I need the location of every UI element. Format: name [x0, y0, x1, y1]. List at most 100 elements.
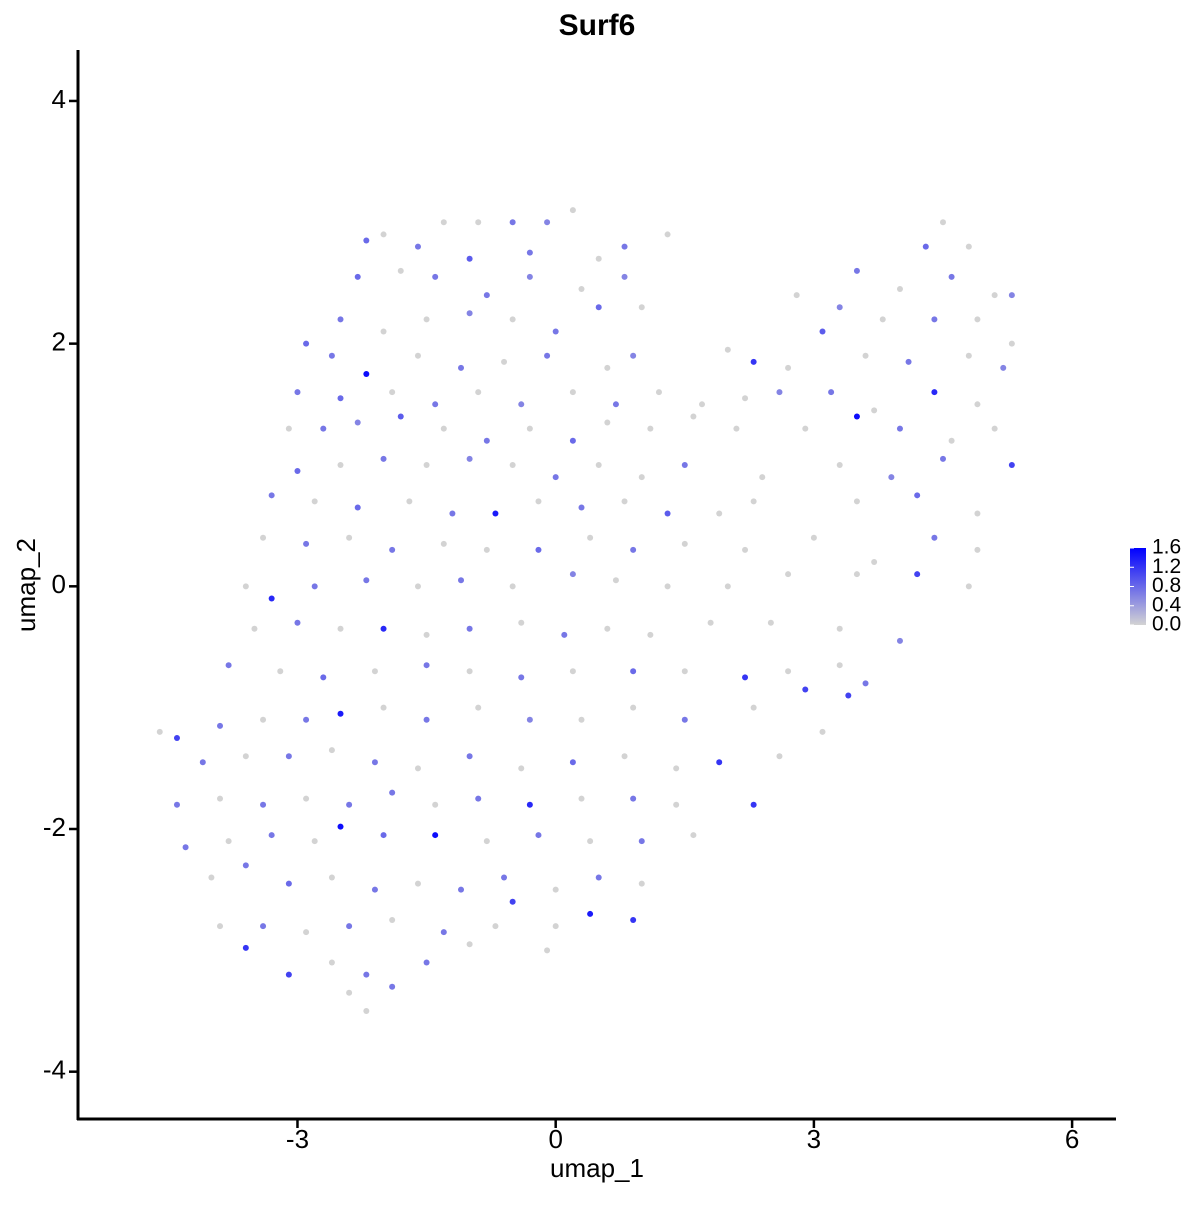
- point: [242, 583, 249, 590]
- point: [389, 389, 396, 396]
- point: [587, 534, 594, 541]
- point: [466, 455, 473, 462]
- point: [922, 243, 929, 250]
- point: [664, 583, 671, 590]
- point: [423, 631, 430, 638]
- point: [492, 923, 499, 930]
- point: [569, 207, 576, 214]
- point: [328, 747, 335, 754]
- point: [217, 722, 224, 729]
- point: [879, 316, 886, 323]
- point: [242, 753, 249, 760]
- point: [363, 370, 370, 377]
- point: [466, 255, 473, 262]
- point: [285, 880, 292, 887]
- point: [793, 292, 800, 299]
- point: [475, 389, 482, 396]
- point: [552, 328, 559, 335]
- point: [690, 832, 697, 839]
- point: [742, 395, 749, 402]
- point: [328, 874, 335, 881]
- point: [871, 407, 878, 414]
- point: [509, 316, 516, 323]
- point: [346, 989, 353, 996]
- point: [638, 880, 645, 887]
- point: [595, 461, 602, 468]
- point: [862, 352, 869, 359]
- point: [449, 510, 456, 517]
- point: [673, 765, 680, 772]
- point: [208, 874, 215, 881]
- point: [363, 1008, 370, 1015]
- point: [1008, 340, 1015, 347]
- point: [277, 668, 284, 675]
- point: [733, 425, 740, 432]
- point: [380, 832, 387, 839]
- point: [914, 571, 921, 578]
- point: [311, 583, 318, 590]
- point: [569, 437, 576, 444]
- point: [337, 710, 344, 717]
- point: [569, 571, 576, 578]
- point: [569, 389, 576, 396]
- point: [647, 425, 654, 432]
- point: [785, 571, 792, 578]
- chart-title: Surf6: [559, 9, 636, 42]
- point: [673, 801, 680, 808]
- point: [750, 704, 757, 711]
- point: [759, 474, 766, 481]
- point: [423, 959, 430, 966]
- point: [466, 625, 473, 632]
- point: [802, 686, 809, 693]
- point: [509, 219, 516, 226]
- colorbar-label: 0.8: [1152, 574, 1181, 597]
- point: [354, 504, 361, 511]
- point: [578, 286, 585, 293]
- point: [561, 631, 568, 638]
- point: [828, 389, 835, 396]
- point: [199, 759, 206, 766]
- point: [260, 801, 267, 808]
- point: [836, 662, 843, 669]
- point: [862, 680, 869, 687]
- point: [423, 662, 430, 669]
- point: [518, 765, 525, 772]
- y-tick-label: 4: [52, 84, 66, 114]
- point: [354, 273, 361, 280]
- point: [354, 419, 361, 426]
- point: [612, 577, 619, 584]
- point: [458, 886, 465, 893]
- point: [785, 668, 792, 675]
- point: [647, 631, 654, 638]
- point: [414, 583, 421, 590]
- point: [535, 832, 542, 839]
- point: [406, 498, 413, 505]
- point: [810, 534, 817, 541]
- point: [440, 929, 447, 936]
- point: [268, 832, 275, 839]
- point: [432, 832, 439, 839]
- point: [578, 716, 585, 723]
- point: [630, 546, 637, 553]
- point: [587, 910, 594, 917]
- point: [630, 668, 637, 675]
- point: [483, 838, 490, 845]
- point: [466, 310, 473, 317]
- point: [501, 874, 508, 881]
- point: [440, 425, 447, 432]
- point: [931, 534, 938, 541]
- point: [346, 801, 353, 808]
- point: [397, 413, 404, 420]
- point: [655, 389, 662, 396]
- point: [389, 546, 396, 553]
- point: [526, 801, 533, 808]
- point: [621, 243, 628, 250]
- point: [414, 352, 421, 359]
- point: [320, 674, 327, 681]
- point: [750, 498, 757, 505]
- point: [526, 716, 533, 723]
- point: [604, 419, 611, 426]
- point: [690, 413, 697, 420]
- point: [896, 637, 903, 644]
